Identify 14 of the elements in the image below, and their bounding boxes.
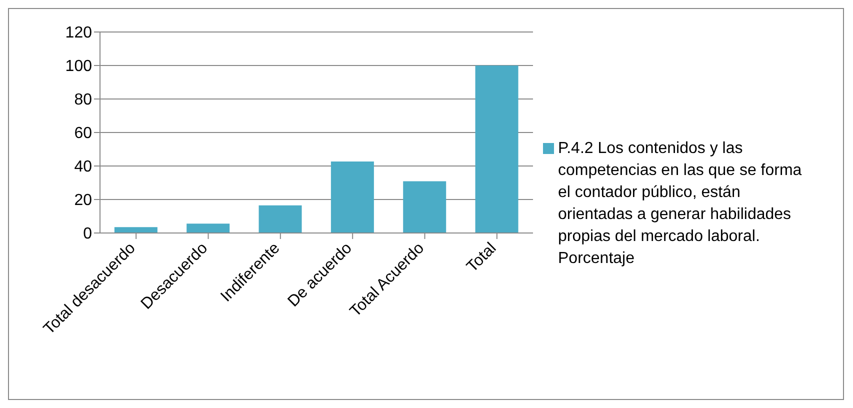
bar xyxy=(114,227,158,233)
bar xyxy=(330,161,374,233)
bar xyxy=(186,224,230,233)
y-tick-label: 0 xyxy=(83,226,92,243)
bar xyxy=(403,181,446,233)
y-tick-label: 80 xyxy=(74,92,92,109)
y-tick-label: 120 xyxy=(65,24,92,42)
legend-label: P.4.2 Los contenidos y las competencias en las que se forma el contador público, están orientadas a generar habilidades propias del mercado laboral. Porcentaje xyxy=(558,139,803,269)
y-tick-label: 100 xyxy=(65,58,92,76)
bar xyxy=(258,205,302,233)
y-tick-label: 60 xyxy=(74,125,92,142)
y-tick-label: 40 xyxy=(74,158,92,176)
y-tick-label: 20 xyxy=(74,192,92,210)
bar xyxy=(475,66,518,233)
